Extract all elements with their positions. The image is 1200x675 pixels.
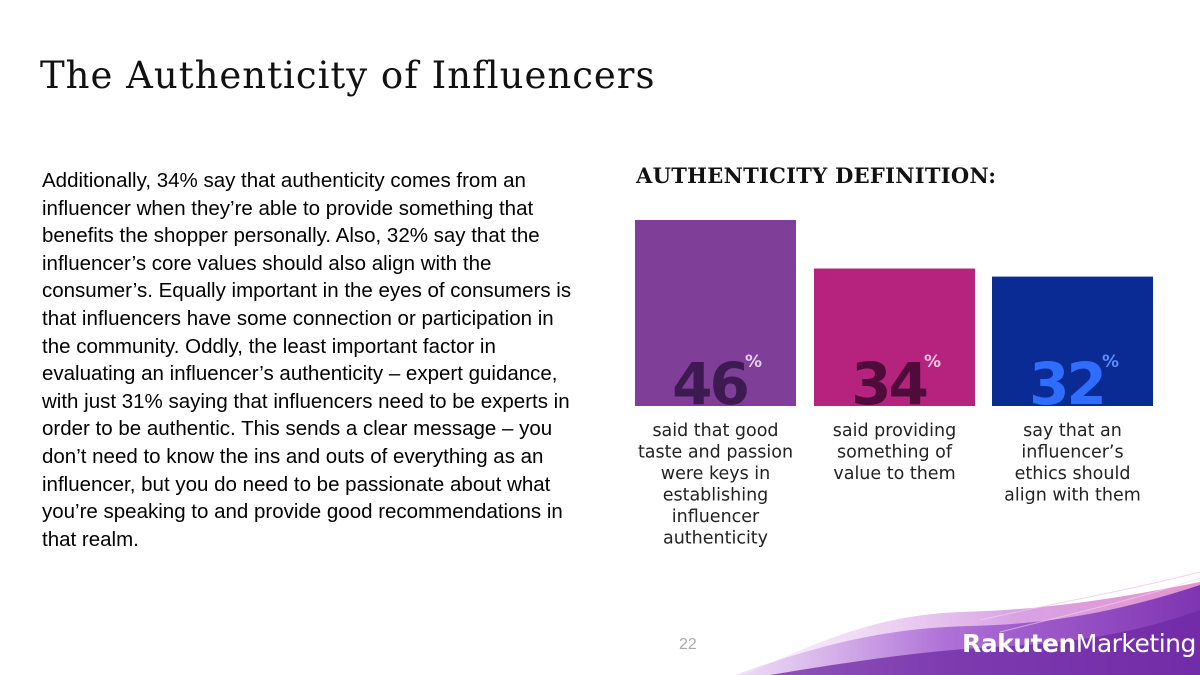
bar-value-label-3: 32	[1029, 350, 1104, 418]
body-paragraph: Additionally, 34% say that authenticity …	[42, 169, 572, 551]
rakuten-marketing-logo: RakutenMarketing	[962, 629, 1196, 658]
slide-title: The Authenticity of Influencers	[40, 54, 656, 97]
bar-category-label-2-line-1: said providing	[833, 421, 956, 441]
bar-1	[635, 220, 796, 406]
bar-value-label-2: 34	[851, 350, 926, 418]
bar-percent-sign-3: %	[1102, 352, 1119, 372]
bar-category-label-3-line-2: influencer’s	[1021, 443, 1123, 463]
logo-wordmark-part2: Marketing	[1075, 629, 1197, 658]
chart-title: AUTHENTICITY DEFINITION:	[636, 163, 997, 188]
bar-category-label-2-line-3: value to them	[833, 464, 955, 484]
bar-category-label-3-line-1: say that an	[1023, 421, 1122, 441]
bar-value-label-1: 46	[672, 350, 747, 418]
page-number: 22	[679, 636, 697, 653]
bar-2	[814, 268, 975, 406]
bar-3	[992, 276, 1153, 406]
bar-percent-sign-2: %	[924, 352, 941, 372]
logo-wordmark-part1: Rakuten	[962, 629, 1076, 658]
bar-category-label-3-line-4: align with them	[1004, 486, 1141, 506]
bar-category-label-1-line-2: taste and passion	[638, 443, 793, 463]
bar-category-label-1-line-4: establishing	[663, 486, 769, 506]
bar-category-label-2-line-2: something of	[837, 443, 953, 463]
bar-percent-sign-1: %	[745, 352, 762, 372]
bar-category-label-1-line-6: authenticity	[663, 529, 768, 549]
bar-category-label-1-line-5: influencer	[672, 507, 760, 527]
bar-category-label-1-line-3: were keys in	[661, 464, 771, 484]
bar-category-label-1-line-1: said that good	[652, 421, 778, 441]
bar-category-label-3-line-3: ethics should	[1015, 464, 1131, 484]
